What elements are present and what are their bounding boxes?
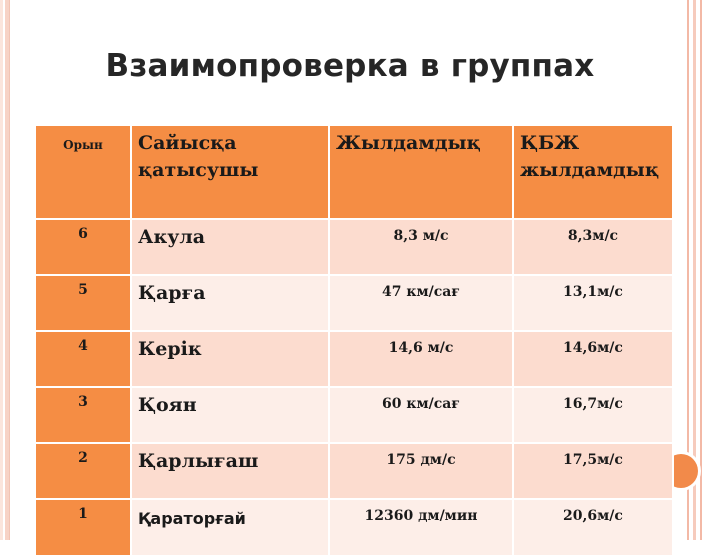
table-row: 5 Қарға 47 км/сағ 13,1м/с <box>34 274 674 332</box>
participant-cell: Қоян <box>130 386 330 444</box>
participant-cell: Қараторғай <box>130 498 330 557</box>
participant-cell: Керік <box>130 330 330 388</box>
place-cell: 4 <box>34 330 132 388</box>
speed-cell: 175 дм/с <box>328 442 514 500</box>
table-row: 1 Қараторғай 12360 дм/мин 20,6м/с <box>34 498 674 557</box>
header-place: Орын <box>34 124 132 220</box>
table-row: 3 Қоян 60 км/сағ 16,7м/с <box>34 386 674 444</box>
slide-title: Взаимопроверка в группах <box>105 48 595 84</box>
speed-cell: 60 км/сағ <box>328 386 514 444</box>
si-speed-cell: 20,6м/с <box>512 498 674 557</box>
place-cell: 6 <box>34 218 132 276</box>
table-row: 6 Акула 8,3 м/с 8,3м/с <box>34 218 674 276</box>
speed-cell: 12360 дм/мин <box>328 498 514 557</box>
speed-cell: 14,6 м/с <box>328 330 514 388</box>
place-cell: 1 <box>34 498 132 557</box>
participant-cell: Қарға <box>130 274 330 332</box>
header-participant: Сайысқа қатысушы <box>130 124 330 220</box>
si-speed-cell: 8,3м/с <box>512 218 674 276</box>
si-speed-cell: 13,1м/с <box>512 274 674 332</box>
results-table: Орын Сайысқа қатысушы Жылдамдық ҚБЖ жылд… <box>34 124 674 557</box>
place-cell: 3 <box>34 386 132 444</box>
header-speed: Жылдамдық <box>328 124 514 220</box>
place-cell: 5 <box>34 274 132 332</box>
table-row: 2 Қарлығаш 175 дм/с 17,5м/с <box>34 442 674 500</box>
participant-cell: Акула <box>130 218 330 276</box>
table-row: 4 Керік 14,6 м/с 14,6м/с <box>34 330 674 388</box>
header-si-speed: ҚБЖ жылдамдық <box>512 124 674 220</box>
si-speed-cell: 16,7м/с <box>512 386 674 444</box>
right-border-decoration <box>683 0 720 540</box>
si-speed-cell: 17,5м/с <box>512 442 674 500</box>
left-border-decoration <box>0 0 10 540</box>
table-header-row: Орын Сайысқа қатысушы Жылдамдық ҚБЖ жылд… <box>34 124 674 220</box>
participant-cell: Қарлығаш <box>130 442 330 500</box>
speed-cell: 47 км/сағ <box>328 274 514 332</box>
speed-cell: 8,3 м/с <box>328 218 514 276</box>
si-speed-cell: 14,6м/с <box>512 330 674 388</box>
place-cell: 2 <box>34 442 132 500</box>
